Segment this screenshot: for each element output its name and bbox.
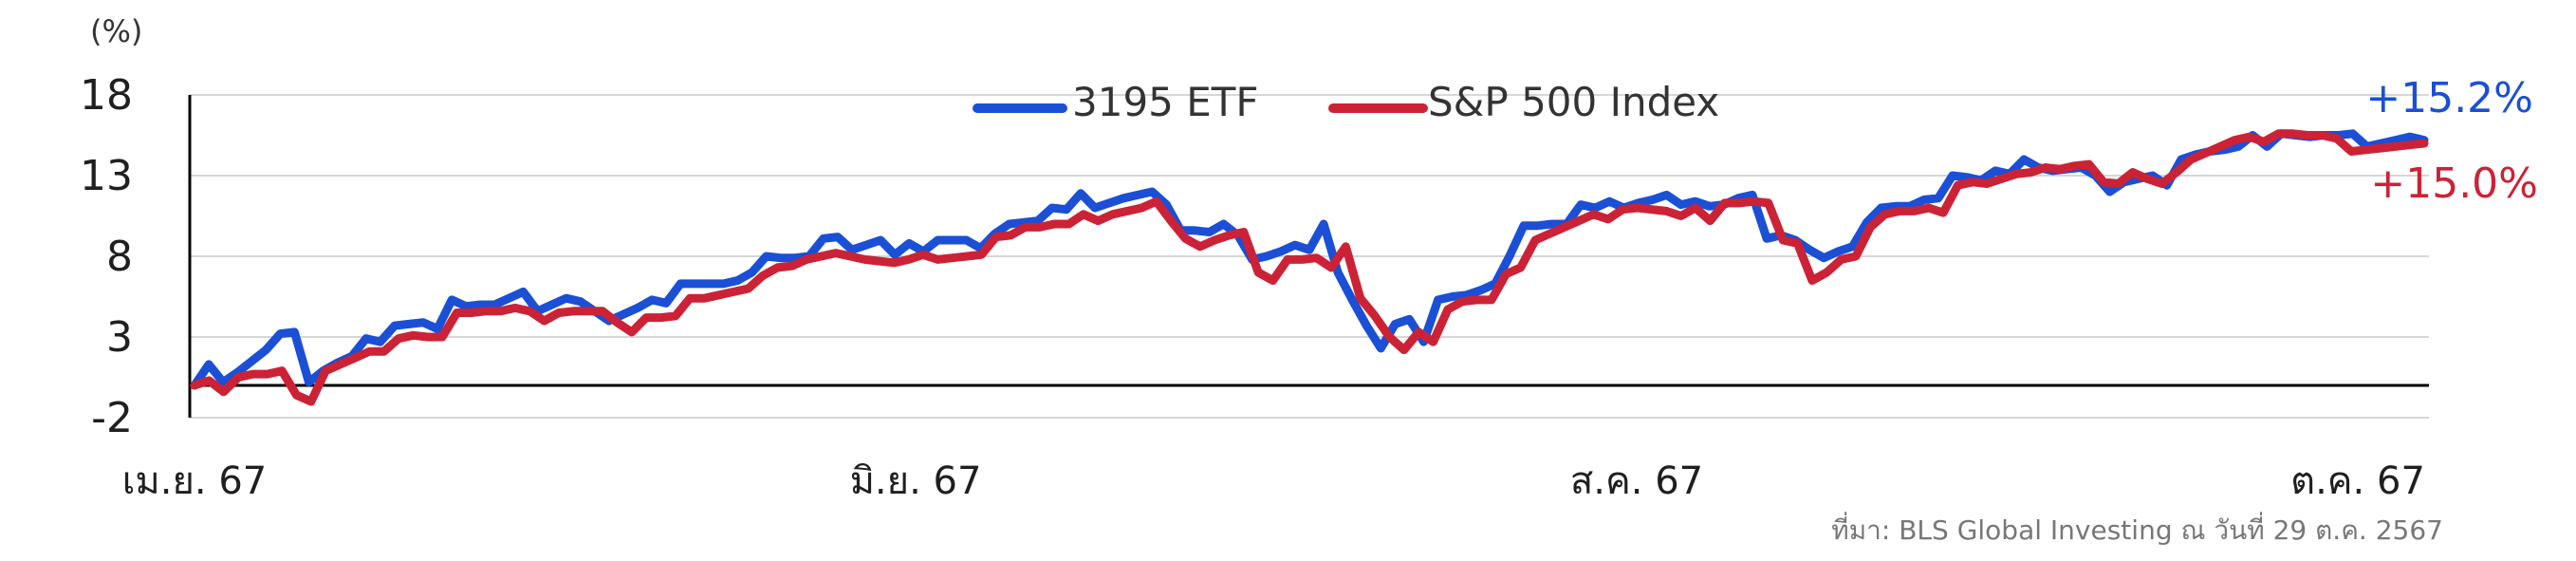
legend: 3195 ETF S&P 500 Index — [973, 79, 1719, 125]
y-tick-label: 3 — [106, 313, 133, 362]
axes — [188, 95, 2429, 418]
y-unit-label: (%) — [90, 13, 142, 49]
y-tick-label: 13 — [80, 152, 133, 200]
legend-label-3195-etf: 3195 ETF — [1072, 79, 1259, 125]
y-tick-labels: -2 3 8 13 18 — [80, 71, 133, 442]
end-label-sp500: +15.0% — [2370, 159, 2538, 208]
series-lines — [190, 129, 2429, 406]
source-note: ที่มา: BLS Global Investing ณ วันที่ 29 … — [1831, 512, 2443, 546]
y-tick-label: -2 — [91, 394, 133, 442]
x-tick-label: มิ.ย. 67 — [850, 459, 982, 503]
x-tick-label: ต.ค. 67 — [2290, 459, 2425, 503]
end-label-3195-etf: +15.2% — [2365, 74, 2533, 122]
x-tick-label: ส.ค. 67 — [1570, 459, 1703, 503]
y-tick-label: 8 — [106, 233, 133, 281]
y-tick-label: 18 — [80, 71, 133, 120]
x-tick-label: เม.ย. 67 — [122, 459, 268, 503]
series-line-sp500 — [190, 129, 2429, 406]
legend-label-sp500: S&P 500 Index — [1428, 79, 1719, 125]
x-tick-labels: เม.ย. 67 มิ.ย. 67 ส.ค. 67 ต.ค. 67 — [122, 459, 2425, 503]
